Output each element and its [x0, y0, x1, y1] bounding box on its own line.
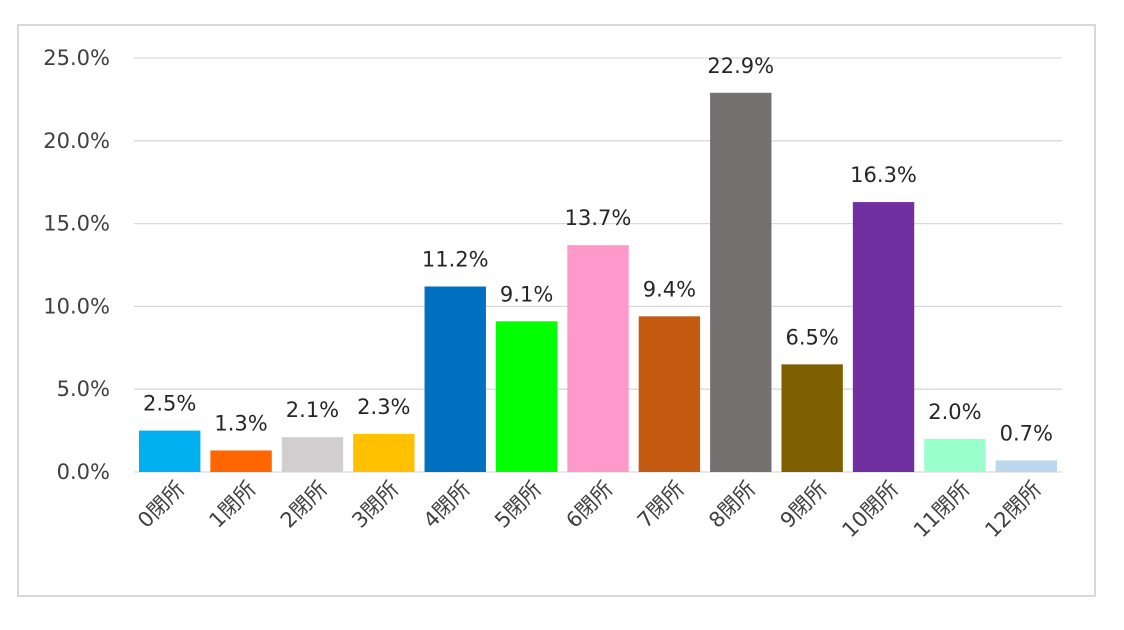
x-tick-label: 12閉所: [980, 477, 1046, 543]
x-tick-label: 11閉所: [909, 477, 975, 543]
data-label: 6.5%: [785, 325, 838, 349]
data-label: 2.3%: [357, 395, 410, 419]
x-tick-label: 7閉所: [633, 477, 689, 533]
bar: [638, 316, 701, 472]
data-label: 9.4%: [643, 277, 696, 301]
chart-frame: [17, 24, 1096, 597]
bar: [210, 450, 272, 472]
x-tick-label: 3閉所: [347, 477, 403, 533]
x-tick-label: 8閉所: [704, 477, 760, 533]
data-labels: 2.5% 1.3% 2.1% 2.3% 11.2% 9.1% 13.7% 9.4% 22.9% 6…: [143, 54, 1053, 446]
bar: [852, 202, 915, 472]
x-tick-label: 6閉所: [561, 477, 617, 533]
data-label: 13.7%: [565, 206, 632, 230]
data-label: 2.5%: [143, 392, 196, 416]
y-axis-ticks: 0.0% 5.0% 10.0% 15.0% 20.0% 25.0%: [43, 46, 110, 484]
data-label: 11.2%: [422, 248, 489, 272]
x-tick-label: 1閉所: [204, 477, 260, 533]
bar: [924, 438, 986, 472]
y-tick-label: 25.0%: [43, 46, 110, 70]
x-tick-label: 10閉所: [838, 477, 904, 543]
data-label: 22.9%: [707, 54, 774, 78]
data-label: 2.0%: [928, 400, 981, 424]
data-label: 16.3%: [850, 163, 917, 187]
bar: [424, 286, 486, 472]
y-tick-label: 0.0%: [57, 460, 110, 484]
x-tick-label: 2閉所: [276, 477, 332, 533]
data-label: 9.1%: [500, 282, 553, 306]
x-tick-label: 9閉所: [776, 477, 832, 533]
bar: [281, 437, 344, 472]
bar: [781, 364, 843, 472]
y-tick-label: 20.0%: [43, 129, 110, 153]
bar: [995, 460, 1058, 472]
y-tick-label: 10.0%: [43, 294, 110, 318]
y-tick-label: 5.0%: [57, 377, 110, 401]
data-label: 0.7%: [1000, 421, 1053, 445]
bars: [138, 92, 1058, 472]
bar: [353, 433, 415, 472]
x-tick-label: 0閉所: [133, 477, 189, 533]
data-label: 1.3%: [214, 411, 267, 435]
category-labels: 0閉所 1閉所 2閉所 3閉所 4閉所 5閉所 6閉所 7閉所 8閉所 9閉所 10閉所 11閉所 12…: [133, 477, 1046, 543]
x-tick-label: 5閉所: [490, 477, 546, 533]
bar: [567, 245, 629, 472]
x-tick-label: 4閉所: [419, 477, 475, 533]
bar: [138, 430, 201, 472]
bar: [495, 321, 558, 472]
bar: [710, 92, 772, 472]
y-tick-label: 15.0%: [43, 212, 110, 236]
data-label: 2.1%: [286, 398, 339, 422]
